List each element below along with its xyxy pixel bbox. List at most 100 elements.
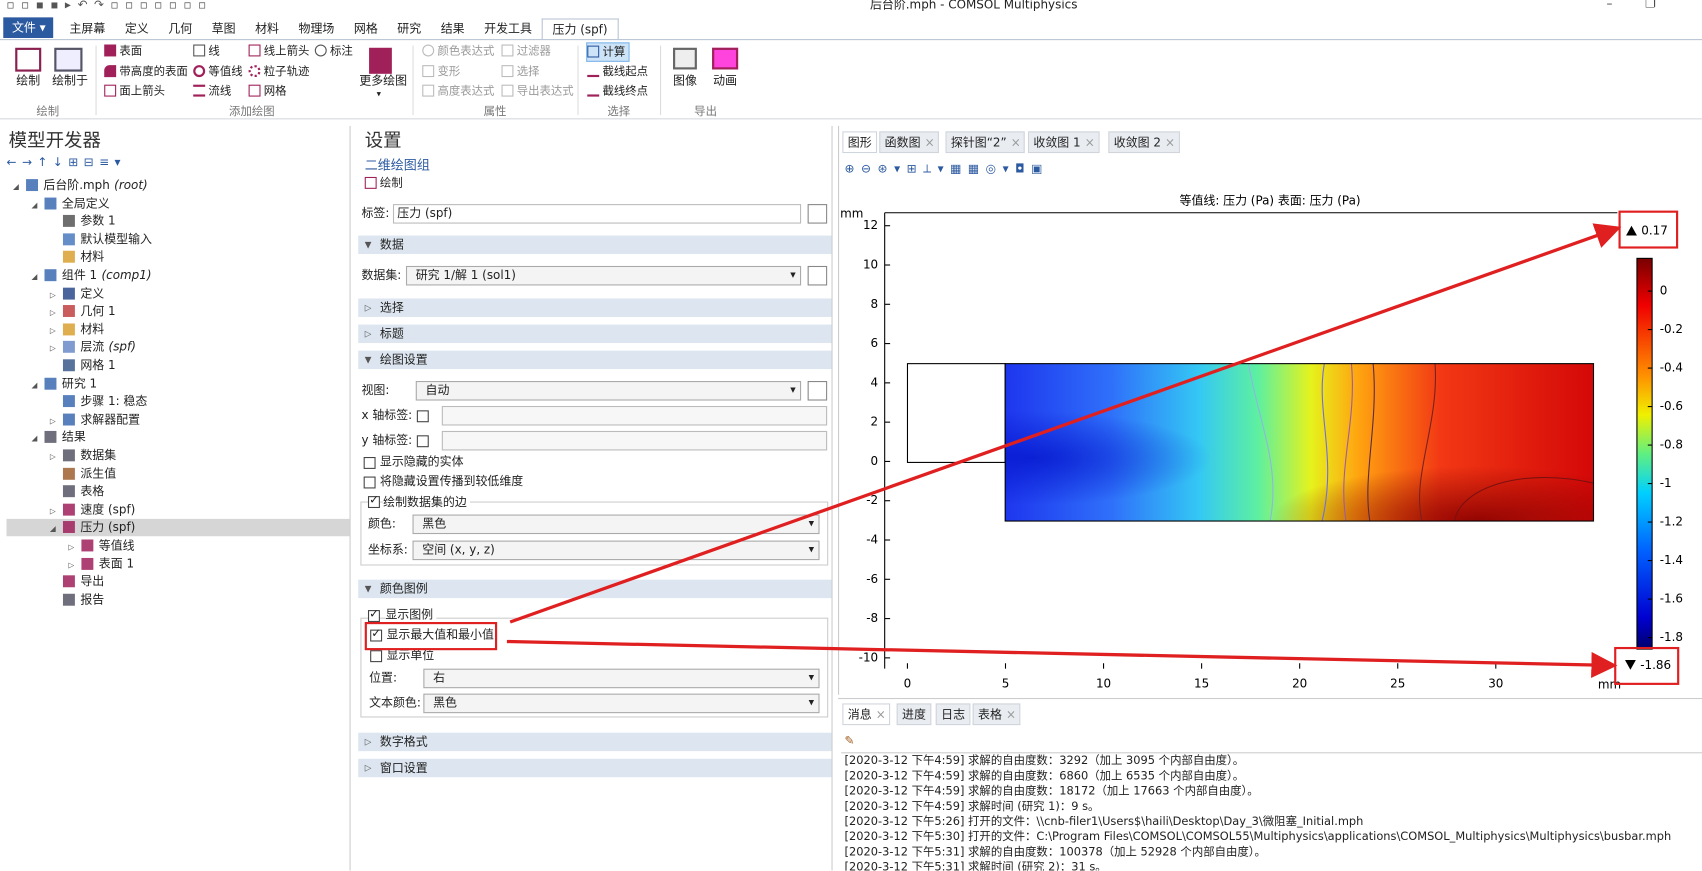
ribbon-button[interactable]: 粒子轨迹 <box>248 63 309 80</box>
checkbox[interactable] <box>363 476 376 489</box>
position-select[interactable]: 右 <box>423 668 820 689</box>
section-header[interactable]: ▼ 数据 <box>358 235 832 255</box>
checkbox[interactable] <box>416 410 429 423</box>
ribbon-button[interactable]: 截线终点 <box>587 82 648 99</box>
ribbon-button[interactable]: 带高度的表面 <box>104 63 188 80</box>
tree-node[interactable]: ◢ 压力 (spf) <box>50 519 135 536</box>
graphics-tab[interactable]: 收敛图 1 × <box>1027 131 1100 154</box>
goto-button[interactable] <box>807 265 828 286</box>
graphics-tab[interactable]: 函数图 × <box>879 131 939 154</box>
ribbon-tab[interactable]: 网格 <box>353 21 378 36</box>
view-select[interactable]: 自动 <box>415 381 802 401</box>
tree-node[interactable]: ▷ 求解器配置 <box>50 411 140 428</box>
tree-node[interactable]: 表格 <box>50 483 104 500</box>
tree-node[interactable]: ▷ 速度 (spf) <box>50 501 135 518</box>
message-tab[interactable]: 表格 × <box>972 703 1021 726</box>
ribbon-button[interactable]: 截线起点 <box>587 63 648 80</box>
tree-node[interactable]: ◢ 研究 1 <box>31 375 97 392</box>
ribbon-button[interactable]: 表面 <box>104 42 142 59</box>
frame-select[interactable]: 空间 (x, y, z) <box>412 540 820 561</box>
ribbon-button[interactable]: 线 <box>193 42 220 59</box>
ribbon-button[interactable]: 绘制 <box>16 73 41 88</box>
graphics-tab[interactable]: 图形 <box>842 131 878 154</box>
ribbon-button[interactable]: 动画 <box>713 73 738 88</box>
checkbox[interactable] <box>367 607 380 622</box>
tree-node[interactable]: ◢ 全局定义 <box>31 195 109 212</box>
quick-access[interactable]: ▫▫▪▪▸↶↷▫▫▫▫▫▫▫ <box>6 0 213 12</box>
graphics-tab[interactable]: 收敛图 2 × <box>1108 131 1180 154</box>
section-header[interactable]: ▼ 颜色图例 <box>358 579 832 599</box>
checkbox[interactable] <box>416 435 429 448</box>
graphics-toolbar[interactable]: ⊕⊖⊛▾⊞⟂▾▦▦◎▾◘▣ <box>844 161 1049 176</box>
label-input[interactable]: 压力 (spf) <box>392 204 802 224</box>
tree-node[interactable]: 步骤 1: 稳态 <box>50 393 147 410</box>
ribbon-tab[interactable]: 开发工具 <box>484 21 532 36</box>
ribbon-button[interactable]: 图像 <box>673 73 697 88</box>
ribbon-tab[interactable]: 压力 (spf) <box>541 18 619 42</box>
ribbon-button[interactable]: 流线 <box>193 82 231 99</box>
tree-node[interactable]: ▷ 层流 (spf) <box>50 339 136 356</box>
tree-node[interactable]: ▷ 表面 1 <box>68 555 134 572</box>
ribbon-tab[interactable]: 草图 <box>211 21 236 36</box>
clear-button[interactable]: ✎ <box>844 733 855 748</box>
tree-node[interactable]: ▷ 定义 <box>50 285 104 302</box>
ribbon-tab[interactable]: 材料 <box>255 21 279 36</box>
ribbon-button[interactable]: 计算 <box>586 42 630 62</box>
ribbon-button[interactable]: 线上箭头 <box>248 42 309 59</box>
message-tab[interactable]: 消息 × <box>842 703 891 726</box>
window-controls[interactable]: –❐ <box>1606 0 1689 11</box>
ribbon-tab[interactable]: 研究 <box>397 21 422 36</box>
dataset-select[interactable]: 研究 1/解 1 (sol1) <box>405 265 802 286</box>
tree-node[interactable]: 报告 <box>50 591 104 608</box>
ribbon-button[interactable]: 网格 <box>248 82 287 99</box>
text-color-select[interactable]: 黑色 <box>423 693 820 714</box>
checkbox[interactable] <box>367 493 380 509</box>
ribbon-button[interactable]: 过滤器 <box>501 42 551 59</box>
ribbon-tab[interactable]: 几何 <box>168 21 193 36</box>
section-header[interactable]: ▷ 窗口设置 <box>358 758 832 778</box>
tree-node[interactable]: ◢ 结果 <box>31 429 85 446</box>
color-select[interactable]: 黑色 <box>412 514 820 535</box>
message-tab[interactable]: 进度 <box>896 703 932 726</box>
message-tab[interactable]: 日志 <box>935 703 971 726</box>
ribbon-button[interactable]: 更多绘图 <box>359 73 408 88</box>
x-label-input[interactable] <box>441 405 828 426</box>
tree-node[interactable]: 参数 1 <box>50 213 116 230</box>
ribbon-button[interactable]: 等值线 <box>193 63 243 80</box>
ribbon-tab[interactable]: 结果 <box>440 21 465 36</box>
tree-node[interactable]: 材料 <box>50 249 104 266</box>
checkbox[interactable] <box>370 650 383 663</box>
ribbon-button[interactable]: 高度表达式 <box>422 82 494 99</box>
ribbon-button[interactable]: 绘制于 <box>52 73 88 88</box>
ribbon-tab[interactable]: 主屏幕 <box>69 21 106 36</box>
ribbon-tab[interactable]: 物理场 <box>298 21 335 36</box>
ribbon-button[interactable]: 变形 <box>422 63 460 80</box>
tree-node[interactable]: ▷ 数据集 <box>50 447 116 464</box>
section-header[interactable]: ▷ 标题 <box>358 324 832 344</box>
ribbon-button[interactable]: 导出表达式 <box>501 82 574 99</box>
goto-button[interactable] <box>807 381 828 401</box>
ribbon-button[interactable]: 选择 <box>501 63 539 80</box>
ribbon-button[interactable]: 颜色表达式 <box>422 42 494 59</box>
section-header[interactable]: ▷ 选择 <box>358 298 832 317</box>
file-tab[interactable]: 文件 ▾ <box>3 17 54 38</box>
tree-node[interactable]: ◢ 组件 1 (comp1) <box>31 267 151 284</box>
tree-node[interactable]: 派生值 <box>50 465 116 482</box>
y-label-input[interactable] <box>441 430 828 451</box>
tree-node[interactable]: 网格 1 <box>50 357 116 374</box>
ribbon-tab[interactable]: 定义 <box>124 21 149 36</box>
tree-node[interactable]: ▷ 几何 1 <box>50 303 116 320</box>
tree-node[interactable]: ◢ 后台阶.mph (root) <box>13 177 148 194</box>
section-header[interactable]: ▷ 数字格式 <box>358 732 832 752</box>
ribbon-button[interactable]: 面上箭头 <box>104 82 165 99</box>
tree-toolbar[interactable]: ←→↑↓⊞⊟≡▾ <box>6 155 126 170</box>
plot-action[interactable]: 绘制 <box>364 175 403 192</box>
section-header[interactable]: ▼ 绘图设置 <box>358 350 832 370</box>
graphics-tab[interactable]: 探针图“2” × <box>945 131 1026 154</box>
tree-node[interactable]: ▷ 材料 <box>50 321 104 338</box>
tree-node[interactable]: ▷ 等值线 <box>68 537 134 554</box>
checkbox[interactable] <box>363 456 376 469</box>
tree-node[interactable]: 导出 <box>50 573 104 590</box>
checkbox[interactable] <box>370 626 383 642</box>
tree-node[interactable]: 默认模型输入 <box>50 231 152 248</box>
